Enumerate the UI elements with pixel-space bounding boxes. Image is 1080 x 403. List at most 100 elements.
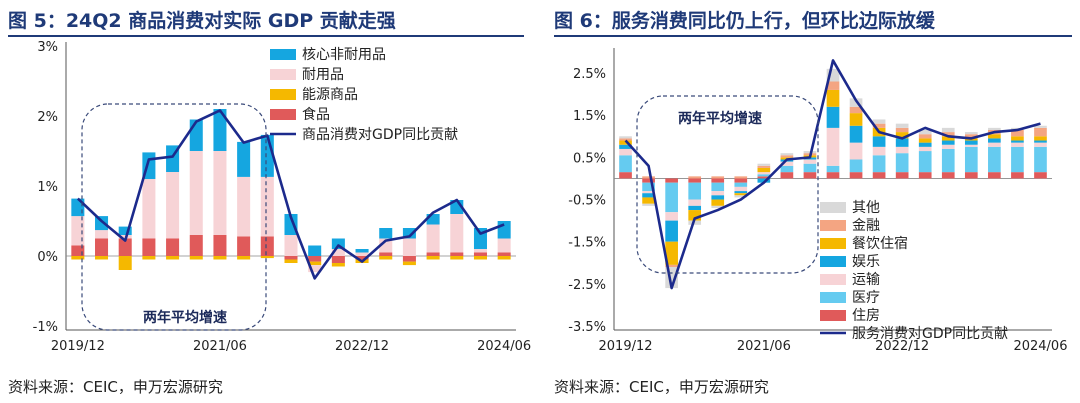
- legend-swatch: [270, 109, 296, 120]
- bar-segment: [260, 236, 274, 256]
- bar-segment: [497, 238, 511, 253]
- legend-swatch: [820, 310, 846, 321]
- bar-segment: [355, 249, 369, 253]
- bar-segment: [189, 256, 203, 260]
- bar-segment: [402, 256, 416, 262]
- bar-segment: [895, 146, 909, 154]
- bar-segment: [1011, 172, 1024, 179]
- bar-segment: [665, 178, 678, 183]
- y-tick-label: -3.5%: [568, 320, 606, 335]
- bar-segment: [711, 195, 725, 200]
- legend-label: 商品消费对GDP同比贡献: [302, 127, 458, 143]
- x-tick-label: 2024/06: [1013, 339, 1067, 354]
- bar-segment: [331, 256, 345, 263]
- x-tick-label: 2021/06: [193, 339, 247, 354]
- bar-segment: [473, 249, 487, 253]
- bar-segment: [426, 252, 440, 256]
- bar-segment: [1011, 136, 1024, 141]
- bar-segment: [964, 134, 978, 139]
- bar-segment: [71, 245, 85, 256]
- bar-segment: [941, 132, 955, 137]
- bar-segment: [734, 193, 748, 196]
- legend-label: 娱乐: [852, 254, 880, 270]
- annotation-label: 两年平均增速: [678, 110, 762, 127]
- bar-segment: [619, 140, 632, 145]
- bar-segment: [619, 148, 632, 156]
- bar-segment: [1034, 127, 1047, 137]
- bar-segment: [780, 153, 794, 156]
- bar-segment: [331, 249, 345, 256]
- bar-segment: [849, 172, 863, 179]
- bar-segment: [688, 176, 702, 179]
- bar-segment: [803, 163, 817, 173]
- bar-segment: [379, 252, 393, 256]
- legend-swatch: [270, 89, 296, 100]
- bar-segment: [213, 235, 227, 256]
- bar-segment: [142, 256, 156, 260]
- bar-segment: [1034, 125, 1047, 128]
- bar-segment: [688, 199, 702, 206]
- bar-segment: [284, 259, 298, 263]
- bar-segment: [619, 136, 632, 139]
- bar-segment: [450, 214, 464, 253]
- bar-segment: [642, 182, 655, 192]
- bar-segment: [260, 176, 274, 237]
- bar-segment: [665, 220, 678, 242]
- bar-segment: [355, 256, 369, 260]
- bar-segment: [642, 191, 655, 194]
- bar-segment: [473, 256, 487, 260]
- bar-segment: [734, 195, 748, 198]
- bar-segment: [237, 176, 251, 237]
- bar-segment: [941, 136, 955, 141]
- bar-segment: [189, 119, 203, 151]
- bar-segment: [941, 127, 955, 133]
- bar-segment: [118, 256, 132, 270]
- bar-segment: [895, 123, 909, 128]
- legend-label: 其他: [852, 200, 880, 216]
- bar-segment: [308, 261, 322, 266]
- bar-segment: [166, 172, 180, 239]
- bar-segment: [849, 125, 863, 143]
- bar-segment: [826, 81, 840, 90]
- bar-segment: [988, 146, 1001, 173]
- legend-label: 服务消费对GDP同比贡献: [852, 326, 1008, 342]
- x-tick-label: 2019/12: [51, 339, 105, 354]
- bar-segment: [473, 252, 487, 256]
- bar-segment: [402, 228, 416, 239]
- bar-segment: [619, 172, 632, 179]
- legend-swatch: [820, 238, 846, 249]
- bar-segment: [142, 238, 156, 256]
- y-tick-label: 3%: [37, 40, 58, 55]
- legend-swatch: [820, 292, 846, 303]
- y-tick-label: 2%: [37, 110, 58, 125]
- legend-swatch: [820, 220, 846, 231]
- bar-segment: [665, 182, 678, 213]
- legend-swatch: [270, 69, 296, 80]
- bar-segment: [665, 241, 678, 265]
- bar-segment: [826, 172, 840, 179]
- bar-segment: [918, 172, 932, 179]
- bar-segment: [118, 226, 132, 235]
- legend-label: 核心非耐用品: [302, 47, 386, 63]
- bar-segment: [826, 127, 840, 166]
- bar-segment: [849, 113, 863, 126]
- bar-segment: [757, 174, 771, 177]
- x-tick-label: 2019/12: [599, 339, 653, 354]
- bar-segment: [803, 172, 817, 179]
- bar-segment: [1034, 146, 1047, 173]
- bar-segment: [872, 155, 886, 173]
- bar-segment: [918, 138, 932, 143]
- bar-segment: [941, 140, 955, 145]
- bar-segment: [95, 256, 109, 260]
- bar-segment: [941, 148, 955, 173]
- contribution-line: [76, 109, 505, 280]
- bar-segment: [237, 256, 251, 260]
- bar-segment: [872, 172, 886, 179]
- bar-segment: [213, 256, 227, 260]
- bar-segment: [189, 235, 203, 256]
- chart-title-right: 图 6：服务消费同比仍上行，但环比边际放缓: [554, 10, 935, 32]
- bar-segment: [426, 224, 440, 253]
- bar-segment: [642, 193, 655, 198]
- bar-segment: [895, 172, 909, 179]
